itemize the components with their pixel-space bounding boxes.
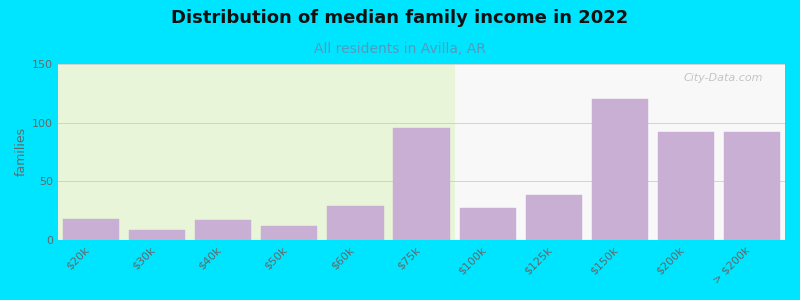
Text: All residents in Avilla, AR: All residents in Avilla, AR [314, 42, 486, 56]
Bar [129, 230, 186, 240]
Bar [592, 99, 648, 240]
Text: City-Data.com: City-Data.com [684, 73, 763, 83]
Bar [58, 64, 454, 240]
Bar [658, 132, 714, 240]
Bar [526, 195, 582, 240]
Bar [459, 208, 516, 240]
Bar [195, 220, 251, 240]
Text: Distribution of median family income in 2022: Distribution of median family income in … [171, 9, 629, 27]
Bar [262, 226, 318, 240]
Y-axis label: families: families [15, 127, 28, 176]
Bar [394, 128, 450, 240]
Bar [63, 218, 119, 240]
Bar [724, 132, 780, 240]
Bar [327, 206, 383, 240]
